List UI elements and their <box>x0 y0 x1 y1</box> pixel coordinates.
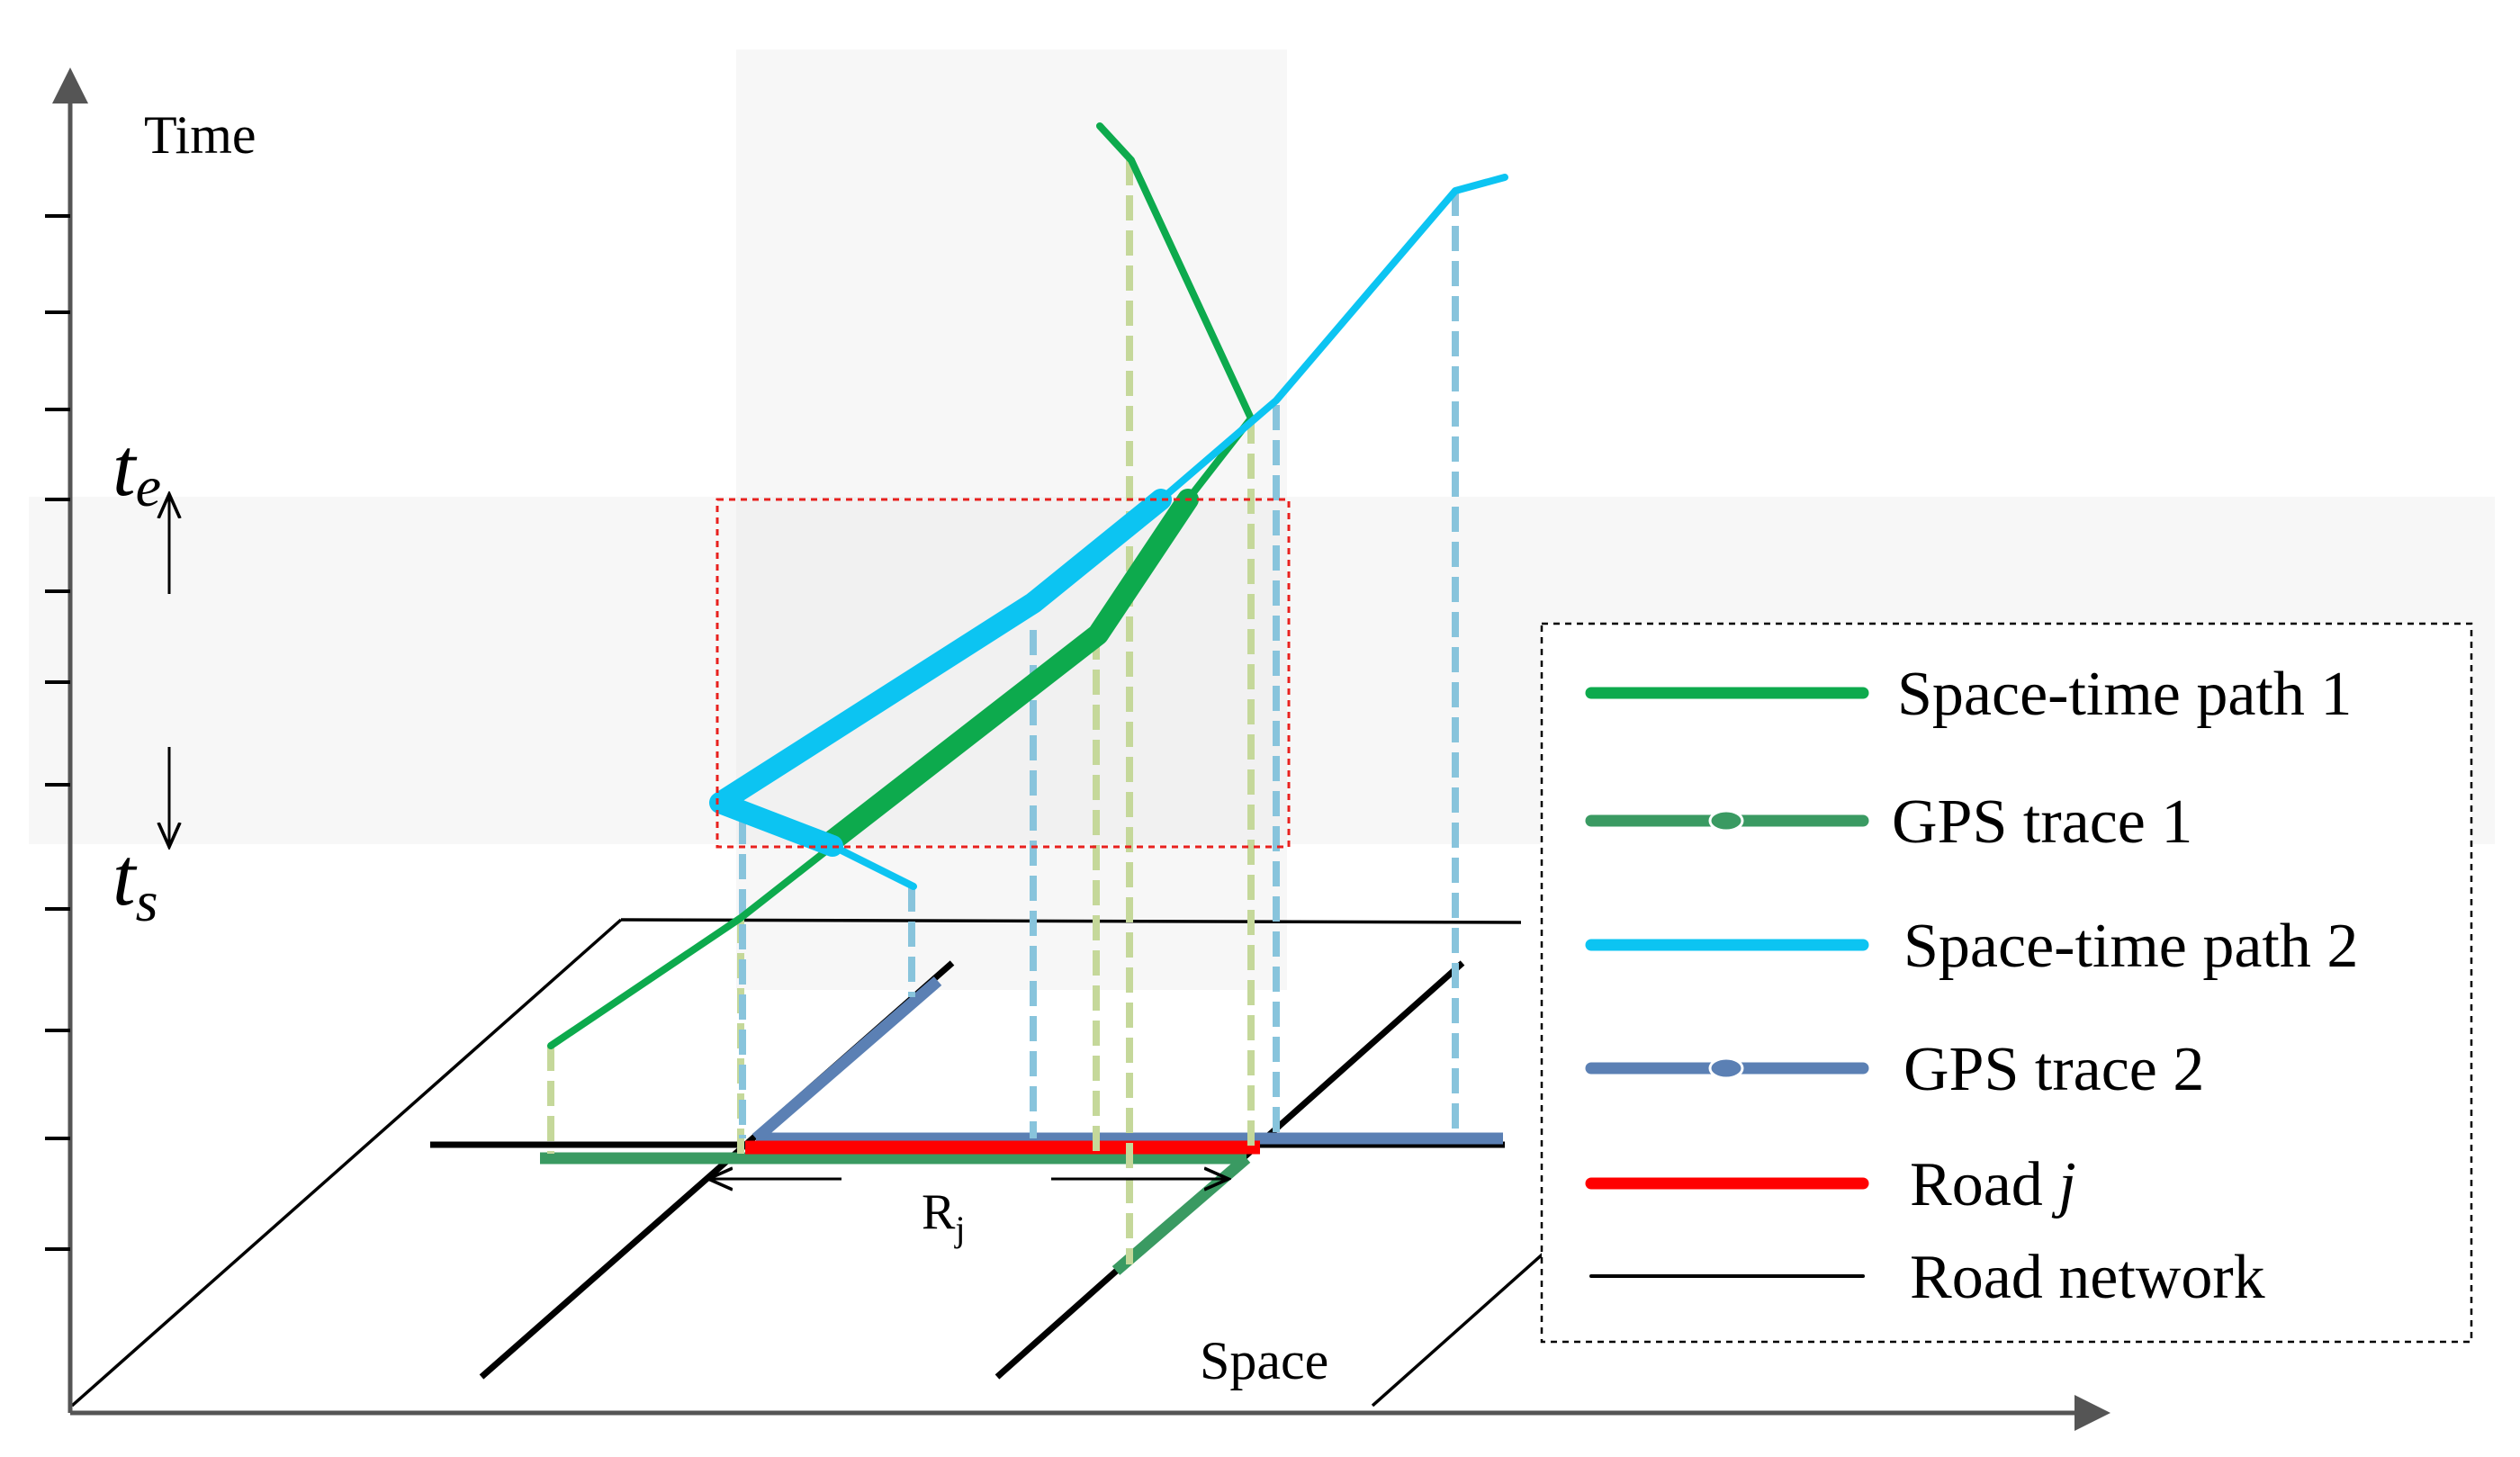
space-axis-label: Space <box>1200 1331 1328 1390</box>
legend: Space-time path 1 GPS trace 1 Space-time p… <box>1540 622 2473 1344</box>
legend-item-3: Space-time path 2 <box>1585 912 2358 981</box>
legend-label-1: Space-time path 1 <box>1897 660 2352 729</box>
legend-item-6: Road network <box>1589 1243 2265 1312</box>
road-network-lines <box>430 960 1505 1380</box>
legend-label-6: Road network <box>1910 1243 2265 1312</box>
projection-lines-path-2 <box>739 191 1459 1138</box>
legend-item-5: Road j <box>1585 1150 2076 1219</box>
legend-marker-2 <box>1708 809 1744 832</box>
legend-label-2: GPS trace 1 <box>1892 787 2192 857</box>
legend-label-4: GPS trace 2 <box>1904 1035 2204 1104</box>
gps-trace-2 <box>752 976 1503 1145</box>
legend-label-5: Road j <box>1910 1150 2076 1219</box>
legend-label-3: Space-time path 2 <box>1904 912 2358 981</box>
intersection-shade <box>736 497 1287 844</box>
road-network-plane <box>70 918 1548 1408</box>
gps-trace-1 <box>540 1152 1251 1275</box>
legend-item-4: GPS trace 2 <box>1585 1035 2204 1104</box>
time-axis-label: Time <box>144 105 256 165</box>
legend-marker-4 <box>1708 1057 1744 1080</box>
road-extent-label: Rj <box>922 1184 965 1249</box>
space-time-path-2 <box>709 174 1508 890</box>
time-start-label: ts <box>112 831 158 933</box>
time-end-label: te <box>112 421 161 518</box>
space-time-path-1 <box>547 122 1255 1049</box>
legend-box <box>1540 622 2473 1344</box>
legend-item-2: GPS trace 1 <box>1585 787 2192 857</box>
legend-item-1: Space-time path 1 <box>1585 660 2352 729</box>
time-axis-ticks <box>45 214 70 1251</box>
time-window-box <box>716 498 1291 849</box>
